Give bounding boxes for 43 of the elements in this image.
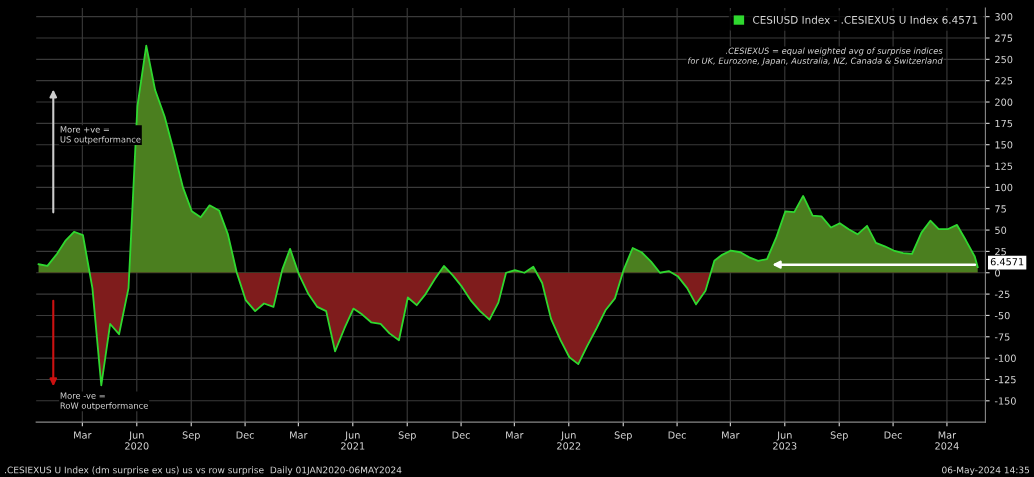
- y-tick-label: -125: [994, 375, 1016, 384]
- x-tick-label: Mar: [506, 431, 524, 439]
- y-tick-label: 275: [995, 34, 1013, 42]
- y-tick-label: 225: [995, 77, 1013, 85]
- x-tick-label: Dec: [884, 431, 902, 439]
- text: .CESIEXUS U Index (dm surprise ex us) us vs row surprise Daily 01JAN2020-06MAY2024: [5, 466, 402, 476]
- x-tick-label: Sep: [398, 431, 416, 441]
- y-tick-label: 0: [995, 269, 1000, 277]
- annotation: .CESIEXUS = equal weighted avg of surprise indices for UK, Eurozone, Japan, Australia, NZ, Canada & Switzerland: [687, 47, 943, 66]
- y-tick-label: 150: [995, 141, 1013, 149]
- x-tick-label: Dec: [452, 431, 470, 439]
- x-tick-label: Mar: [290, 431, 308, 439]
- x-tick-label: Mar: [74, 431, 92, 439]
- legend-label: CESIUSD Index - .CESIEXUS U Index 6.4571: [753, 15, 978, 24]
- y-tick-label: 250: [995, 55, 1013, 64]
- y-tick-label: 50: [995, 226, 1007, 234]
- annotation: 6.4571: [990, 258, 1024, 266]
- x-tick-label: Sep: [182, 431, 200, 441]
- y-tick-label: 25: [995, 247, 1006, 256]
- y-tick-label: 125: [995, 162, 1013, 170]
- x-tick-label: Jun 2021: [341, 431, 365, 450]
- y-tick-label: -50: [994, 311, 1010, 320]
- y-tick-label: 100: [995, 183, 1013, 192]
- x-tick-label: Mar 2024: [935, 431, 959, 450]
- y-tick-label: -75: [994, 333, 1010, 341]
- x-tick-label: Sep: [614, 431, 632, 441]
- y-tick-label: 75: [995, 205, 1006, 213]
- y-tick-label: 175: [995, 119, 1013, 128]
- x-tick-label: Dec: [236, 431, 254, 439]
- annotation: More +ve = US outperformance: [60, 126, 141, 145]
- y-tick-label: -150: [994, 397, 1016, 405]
- y-tick-label: 200: [995, 98, 1013, 106]
- x-tick-label: Sep: [830, 431, 848, 441]
- x-tick-label: Jun 2020: [125, 431, 149, 450]
- x-tick-label: Dec: [668, 431, 686, 439]
- x-tick-label: Jun 2022: [557, 431, 581, 450]
- y-tick-label: -100: [994, 354, 1016, 362]
- x-tick-label: Jun 2023: [773, 431, 797, 450]
- x-tick-label: Mar: [722, 431, 740, 439]
- y-tick-label: 300: [995, 13, 1013, 21]
- annotation: More -ve = RoW outperformance: [60, 392, 148, 411]
- y-tick-label: -25: [994, 290, 1010, 298]
- text: 06-May-2024 14:35: [942, 466, 1030, 476]
